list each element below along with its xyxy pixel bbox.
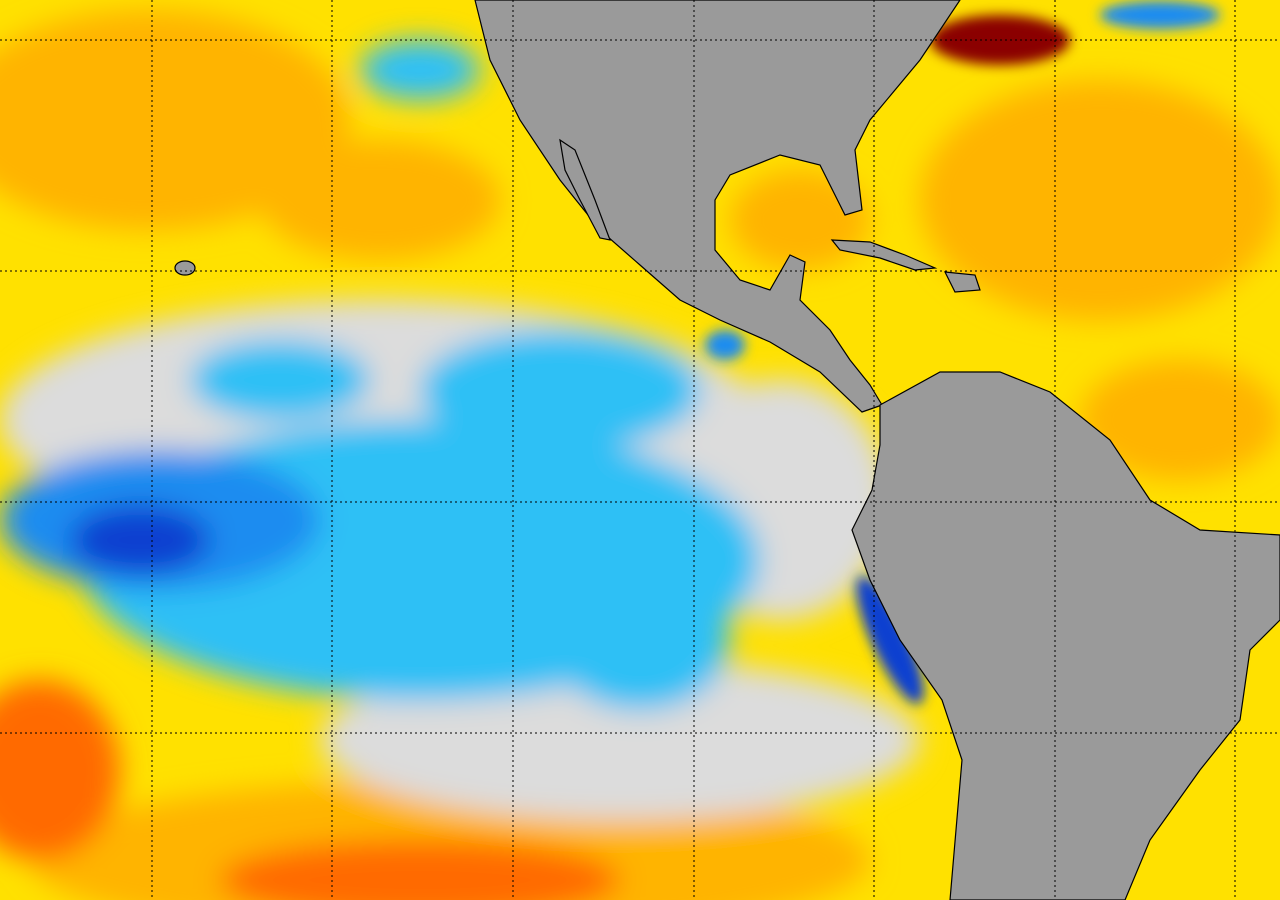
- neutral-anomaly-region: [320, 660, 920, 820]
- land-baja-california: [559, 138, 611, 241]
- cool-anomaly-region: [360, 40, 480, 100]
- land-hawaii: [174, 260, 196, 276]
- cool-anomaly-region: [190, 340, 370, 420]
- cool-anomaly-region: [705, 330, 745, 360]
- cool-anomaly-region: [70, 505, 210, 575]
- land-hispaniola: [943, 271, 981, 293]
- land-south-america: [851, 371, 1280, 900]
- cool-anomaly-region: [420, 330, 700, 450]
- warm-anomaly-region: [1080, 360, 1280, 480]
- warm-anomaly-region: [260, 140, 500, 260]
- cool-anomaly-region: [550, 570, 730, 710]
- warm-anomaly-region: [220, 840, 620, 900]
- warm-anomaly-region: [0, 10, 350, 230]
- warm-anomaly-region: [0, 680, 120, 860]
- coastal-upwelling-anomaly: [856, 576, 924, 704]
- warm-anomaly-region: [920, 80, 1280, 320]
- cool-anomaly-region: [1100, 1, 1220, 29]
- land-cuba: [830, 239, 938, 271]
